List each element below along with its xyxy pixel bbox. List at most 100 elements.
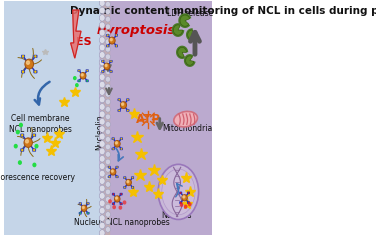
Circle shape [99, 44, 105, 51]
FancyBboxPatch shape [179, 192, 182, 194]
Circle shape [99, 126, 105, 132]
Circle shape [107, 34, 109, 36]
Circle shape [106, 99, 111, 105]
Circle shape [106, 39, 111, 45]
Circle shape [99, 0, 105, 6]
FancyBboxPatch shape [120, 203, 123, 205]
Circle shape [106, 46, 111, 52]
Circle shape [99, 230, 105, 236]
FancyBboxPatch shape [87, 202, 89, 205]
Circle shape [116, 166, 118, 168]
Circle shape [106, 69, 111, 75]
Wedge shape [180, 15, 190, 26]
Circle shape [132, 177, 133, 178]
FancyBboxPatch shape [110, 60, 112, 62]
FancyBboxPatch shape [118, 109, 121, 112]
Circle shape [34, 70, 36, 73]
FancyBboxPatch shape [33, 70, 37, 73]
Circle shape [34, 144, 39, 148]
Circle shape [106, 84, 111, 90]
Circle shape [24, 138, 32, 148]
Circle shape [123, 200, 126, 205]
Polygon shape [100, 0, 212, 236]
Circle shape [184, 205, 188, 209]
Circle shape [106, 219, 111, 225]
FancyBboxPatch shape [102, 70, 104, 73]
Circle shape [106, 167, 111, 172]
Circle shape [188, 202, 192, 206]
Circle shape [75, 83, 79, 87]
Ellipse shape [158, 164, 199, 219]
Circle shape [127, 181, 129, 183]
Text: Nucleus: Nucleus [161, 211, 192, 220]
Circle shape [107, 45, 109, 47]
Circle shape [99, 156, 105, 162]
Circle shape [120, 102, 127, 109]
Circle shape [78, 80, 80, 82]
Circle shape [86, 80, 88, 82]
FancyBboxPatch shape [123, 177, 126, 179]
Wedge shape [178, 47, 186, 57]
Circle shape [99, 81, 105, 88]
Circle shape [99, 15, 105, 21]
Circle shape [106, 197, 111, 202]
FancyBboxPatch shape [179, 202, 182, 204]
Text: ES: ES [76, 37, 92, 47]
FancyBboxPatch shape [120, 148, 123, 150]
Circle shape [115, 45, 117, 47]
Circle shape [106, 137, 111, 142]
Circle shape [106, 17, 111, 22]
Circle shape [104, 63, 110, 70]
Circle shape [120, 193, 122, 195]
Circle shape [112, 205, 116, 209]
Circle shape [120, 203, 122, 205]
Circle shape [111, 169, 116, 175]
Circle shape [106, 9, 111, 14]
Circle shape [180, 192, 182, 194]
Text: ATP: ATP [136, 113, 161, 126]
Circle shape [99, 141, 105, 147]
Circle shape [106, 92, 111, 97]
Ellipse shape [174, 111, 197, 127]
Circle shape [99, 163, 105, 169]
FancyBboxPatch shape [21, 134, 24, 137]
Circle shape [18, 160, 22, 165]
Circle shape [111, 170, 113, 172]
Circle shape [86, 70, 88, 72]
Circle shape [78, 70, 80, 72]
Circle shape [106, 62, 111, 67]
FancyBboxPatch shape [87, 212, 89, 214]
Circle shape [127, 99, 129, 101]
Circle shape [106, 76, 111, 82]
Circle shape [16, 130, 20, 135]
FancyBboxPatch shape [86, 70, 88, 72]
FancyBboxPatch shape [126, 109, 129, 112]
FancyBboxPatch shape [115, 34, 118, 36]
FancyBboxPatch shape [115, 45, 118, 47]
Circle shape [32, 163, 36, 167]
Circle shape [106, 106, 111, 112]
Text: Cell membrane
NCL nanoprobes: Cell membrane NCL nanoprobes [9, 114, 72, 134]
Circle shape [99, 215, 105, 221]
Circle shape [106, 189, 111, 195]
FancyBboxPatch shape [108, 176, 111, 178]
Circle shape [99, 59, 105, 66]
Circle shape [118, 110, 120, 111]
FancyBboxPatch shape [108, 166, 111, 168]
Circle shape [81, 205, 87, 211]
Circle shape [106, 159, 111, 165]
Circle shape [99, 207, 105, 214]
Text: Mitochondria: Mitochondria [162, 124, 213, 133]
Text: Dynamic content monitoring of NCL in cells during pyroptosis: Dynamic content monitoring of NCL in cel… [70, 6, 376, 16]
Text: Pyroptosis: Pyroptosis [96, 24, 176, 37]
Circle shape [121, 138, 122, 139]
Circle shape [99, 170, 105, 177]
Circle shape [106, 54, 111, 59]
Circle shape [106, 31, 111, 37]
Circle shape [118, 206, 122, 210]
Circle shape [112, 138, 114, 139]
Circle shape [87, 212, 89, 214]
Circle shape [33, 149, 35, 151]
Circle shape [132, 186, 133, 188]
Circle shape [108, 199, 112, 203]
